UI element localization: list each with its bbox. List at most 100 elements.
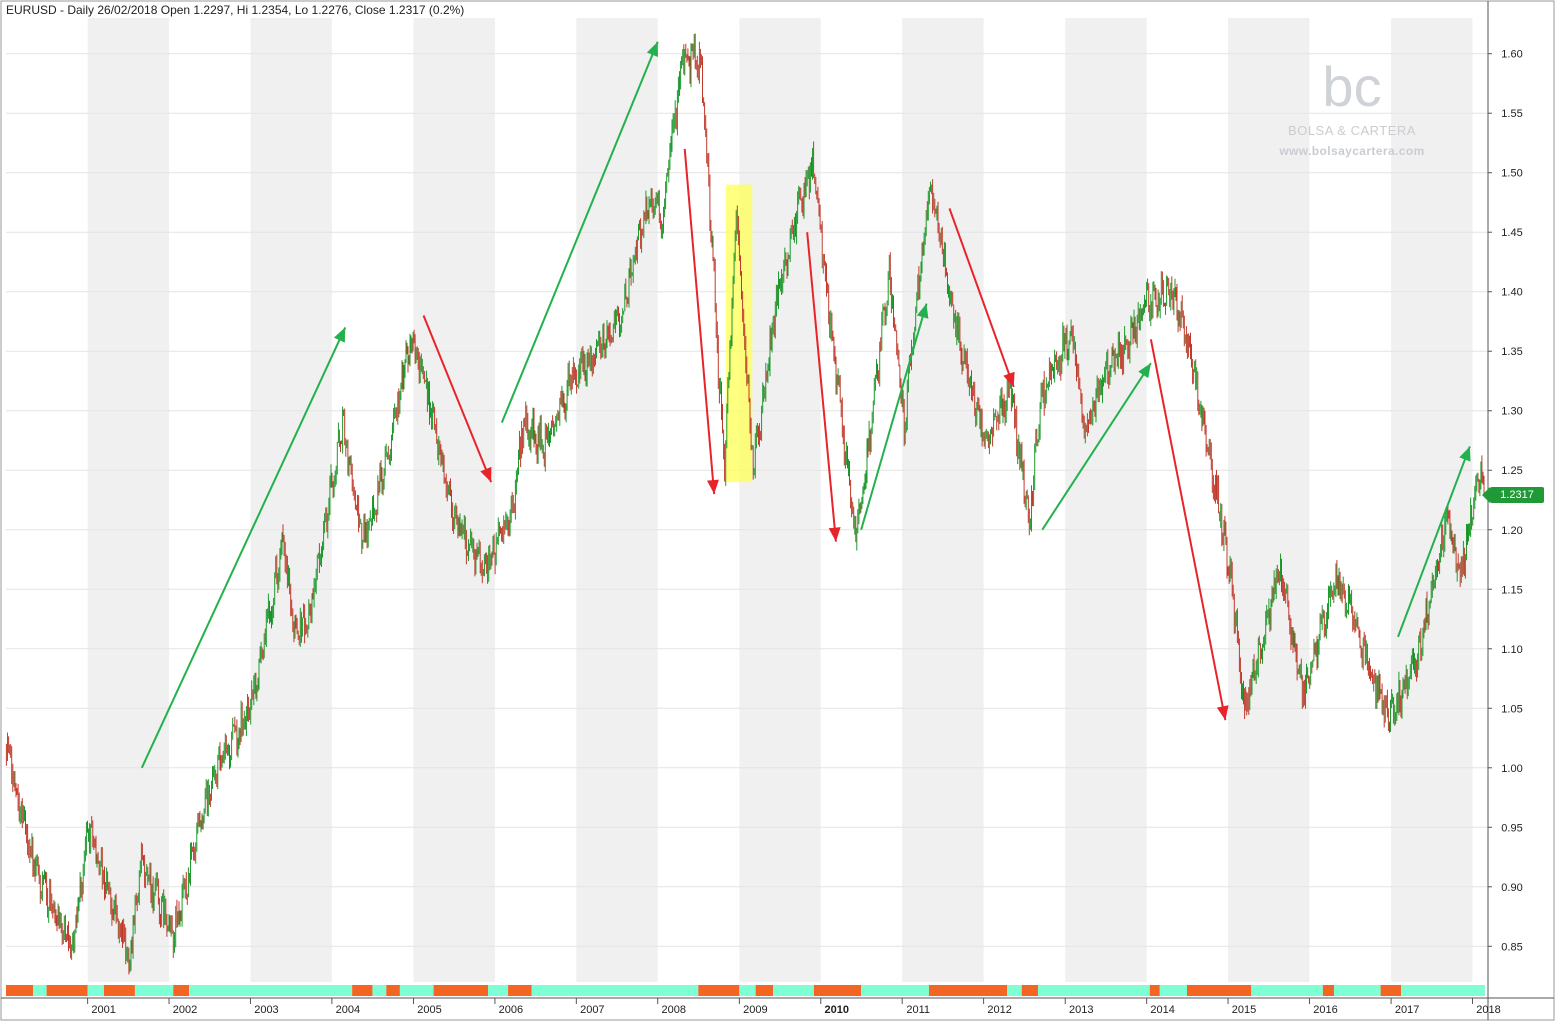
regime-segment-bull xyxy=(372,985,387,996)
regime-segment-bull xyxy=(189,985,353,996)
year-band-2015 xyxy=(1228,18,1310,982)
y-tick-label: 1.00 xyxy=(1501,763,1522,775)
arrow-head xyxy=(1138,363,1151,379)
arrow-shaft xyxy=(860,303,928,531)
trend-arrows xyxy=(140,41,1471,769)
x-tick-label: 2018 xyxy=(1476,1004,1500,1016)
bc-logo-icon: bc xyxy=(1322,55,1381,118)
y-tick-label: 1.50 xyxy=(1501,168,1522,180)
arrow-shaft xyxy=(1149,339,1227,721)
year-band-2005 xyxy=(413,18,495,982)
regime-segment-bull xyxy=(1159,985,1188,996)
regime-segment-bull xyxy=(531,985,699,996)
regime-segment-bull xyxy=(87,985,104,996)
arrow-head xyxy=(916,303,929,319)
regime-segment-bull xyxy=(399,985,434,996)
regime-segment-bear xyxy=(508,985,532,996)
regime-segment-bull xyxy=(32,985,47,996)
x-tick-label: 2006 xyxy=(499,1004,523,1016)
highlight-region xyxy=(725,184,753,483)
regime-segment-bull xyxy=(739,985,756,996)
y-tick-label: 1.45 xyxy=(1501,227,1522,239)
highlight-box xyxy=(725,184,753,483)
arrow-shaft xyxy=(1041,362,1152,531)
x-tick-label: 2017 xyxy=(1395,1004,1419,1016)
trend-arrow-down xyxy=(422,315,493,483)
gridlines xyxy=(6,53,1488,947)
trend-arrow-down xyxy=(1149,339,1229,721)
year-shading xyxy=(87,18,1473,982)
y-tick-label: 0.95 xyxy=(1501,822,1522,834)
watermark-url: www.bolsaycartera.com xyxy=(1279,144,1425,158)
x-tick-label: 2011 xyxy=(906,1004,930,1016)
trend-arrow-up xyxy=(1041,362,1152,531)
regime-segment-bear xyxy=(6,985,33,996)
arrow-head xyxy=(706,479,719,495)
x-tick-label: 2014 xyxy=(1150,1004,1174,1016)
trend-arrow-down xyxy=(806,232,841,542)
regime-segment-bull xyxy=(1038,985,1150,996)
y-tick-label: 1.05 xyxy=(1501,703,1522,715)
y-tick-label: 1.30 xyxy=(1501,406,1522,418)
arrow-shaft xyxy=(948,208,1015,388)
y-tick-label: 0.90 xyxy=(1501,882,1522,894)
regime-segment-bull xyxy=(1333,985,1381,996)
regime-segment-bull xyxy=(134,985,174,996)
trend-arrow-up xyxy=(860,303,929,531)
x-tick-label: 2015 xyxy=(1232,1004,1256,1016)
x-tick-label: 2001 xyxy=(91,1004,115,1016)
arrow-head xyxy=(828,527,841,542)
y-tick-label: 1.10 xyxy=(1501,644,1522,656)
regime-segment-bull xyxy=(1251,985,1323,996)
y-tick-label: 1.60 xyxy=(1501,49,1522,61)
x-tick-label: 2007 xyxy=(580,1004,604,1016)
regime-segment-bull xyxy=(861,985,929,996)
x-tick-label: 2008 xyxy=(661,1004,685,1016)
regime-bar xyxy=(6,985,1485,996)
regime-segment-bull xyxy=(773,985,814,996)
ohlc-bars xyxy=(5,33,1485,975)
regime-segment-bear xyxy=(698,985,740,996)
y-axis-ticks: 0.85 0.90 0.95 1.00 1.05 1.10 1.15 1.20 1.25 1.30… xyxy=(1488,49,1523,953)
regime-segment-bear xyxy=(433,985,488,996)
x-tick-label: 2009 xyxy=(743,1004,767,1016)
regime-segment-bear xyxy=(1380,985,1402,996)
trend-arrow-up xyxy=(500,41,659,424)
arrow-shaft xyxy=(1397,446,1471,638)
regime-segment-bear xyxy=(386,985,400,996)
chart-title: EURUSD - Daily 26/02/2018 Open 1.2297, H… xyxy=(6,3,465,17)
y-tick-label: 1.20 xyxy=(1501,525,1522,537)
arrow-head xyxy=(333,327,346,343)
x-tick-label: 2013 xyxy=(1069,1004,1093,1016)
regime-segment-bear xyxy=(755,985,774,996)
arrow-shaft xyxy=(683,148,716,495)
year-band-2017 xyxy=(1391,18,1473,982)
regime-segment-bear xyxy=(103,985,135,996)
x-tick-label: 2002 xyxy=(173,1004,197,1016)
regime-segment-bull xyxy=(1401,985,1485,996)
y-tick-label: 1.40 xyxy=(1501,287,1522,299)
y-tick-label: 1.35 xyxy=(1501,346,1522,358)
y-tick-label: 1.15 xyxy=(1501,584,1522,596)
regime-segment-bear xyxy=(1187,985,1252,996)
regime-segment-bear xyxy=(352,985,373,996)
year-band-2011 xyxy=(902,18,984,982)
y-tick-label: 1.25 xyxy=(1501,465,1522,477)
year-band-2007 xyxy=(576,18,658,982)
regime-segment-bear xyxy=(46,985,88,996)
trend-arrow-up xyxy=(1397,446,1471,638)
arrow-head xyxy=(646,41,658,58)
last-price-badge: 1.2317 xyxy=(1482,487,1544,503)
x-tick-label: 2012 xyxy=(987,1004,1011,1016)
watermark: bc BOLSA & CARTERA www.bolsaycartera.com xyxy=(1266,55,1438,158)
regime-segment-bear xyxy=(173,985,190,996)
regime-segment-bear xyxy=(813,985,862,996)
arrow-head xyxy=(1216,705,1229,721)
x-tick-label: 2005 xyxy=(417,1004,441,1016)
x-tick-label: 2016 xyxy=(1313,1004,1337,1016)
year-band-2003 xyxy=(250,18,332,982)
arrow-shaft xyxy=(140,327,347,769)
